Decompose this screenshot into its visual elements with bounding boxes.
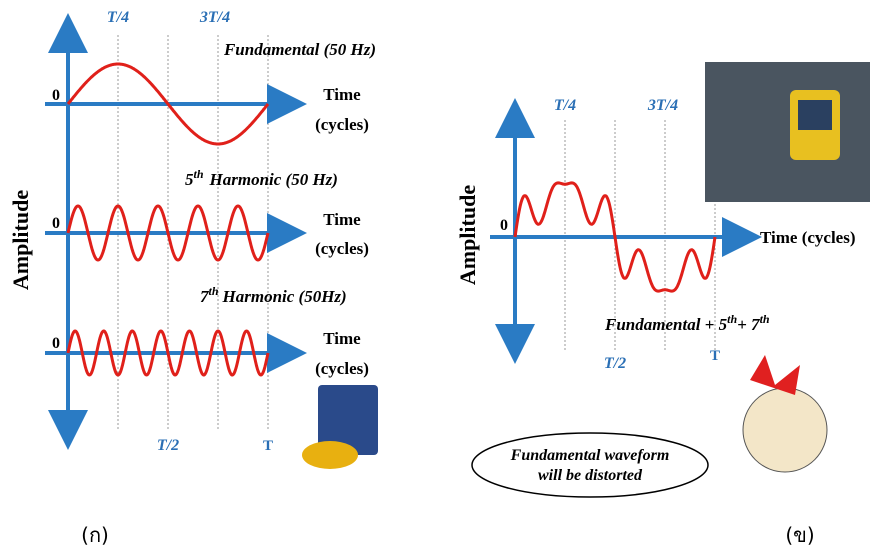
label: Fundamental (50 Hz): [223, 40, 376, 59]
cartoon: [743, 388, 827, 472]
label: (cycles): [315, 115, 369, 134]
label: + 7: [737, 315, 761, 334]
label: T/4: [107, 9, 129, 26]
label: Harmonic (50Hz): [222, 287, 347, 306]
bubble-text: will be distorted: [538, 467, 643, 484]
label: Time: [323, 85, 361, 104]
caption: (ข): [785, 523, 814, 547]
label: 0: [52, 335, 60, 352]
label: Harmonic (50 Hz): [209, 170, 338, 189]
bubble-text: Fundamental waveform: [510, 447, 670, 464]
label: 0: [52, 87, 60, 104]
label: T/2: [604, 355, 626, 372]
label: 0: [52, 215, 60, 232]
label: Time (cycles): [760, 228, 856, 247]
label: Time: [323, 210, 361, 229]
meter-screen: [798, 100, 832, 130]
caption: (ก): [81, 523, 109, 547]
label: T: [710, 348, 720, 364]
label: th: [727, 312, 737, 326]
label: Time: [323, 329, 361, 348]
axis-title: Amplitude: [8, 190, 33, 290]
label: Fundamental + 5: [604, 315, 728, 334]
label: (cycles): [315, 359, 369, 378]
label: (cycles): [315, 239, 369, 258]
label: T/4: [554, 97, 576, 114]
axes: [45, 25, 750, 438]
label: 3T/4: [199, 9, 230, 26]
label: 0: [500, 217, 508, 234]
axis-title: Amplitude: [455, 185, 480, 285]
label: T: [263, 438, 273, 454]
diagram: T/4 3T/4 Fundamental (50 Hz) 0 0 0 Time …: [0, 0, 877, 552]
label: th: [194, 167, 204, 181]
label: 3T/4: [647, 97, 678, 114]
clamps: [302, 441, 358, 469]
label: T/2: [157, 437, 179, 454]
label: th: [760, 312, 770, 326]
photo: [705, 62, 870, 202]
speech-bubble: [472, 433, 708, 497]
label: th: [209, 284, 219, 298]
label: Fundamental + 5th+ 7th: [604, 312, 770, 334]
